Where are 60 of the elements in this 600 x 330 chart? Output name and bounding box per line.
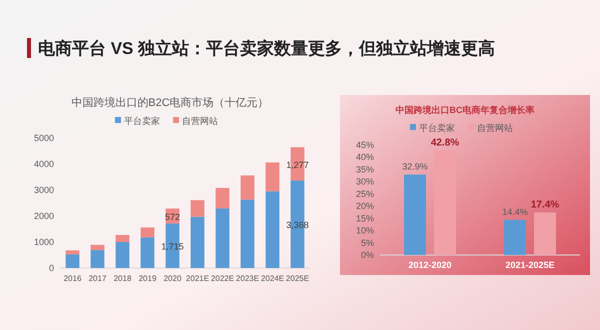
y-tick-label: 15% <box>356 213 374 224</box>
bar <box>66 254 80 268</box>
bar <box>190 216 204 268</box>
x-tick-label: 2016 <box>64 274 82 283</box>
y-tick-label: 40% <box>356 152 374 162</box>
y-tick-label: 1000 <box>34 237 54 247</box>
bar <box>90 244 104 250</box>
bar <box>240 175 254 200</box>
bar <box>266 162 280 192</box>
data-label: 572 <box>164 212 180 222</box>
x-tick-label: 2024E <box>260 274 284 283</box>
bar <box>266 191 280 268</box>
y-tick-label: 4000 <box>34 159 54 169</box>
legend-label: 平台卖家 <box>419 123 455 133</box>
y-tick-label: 45% <box>356 140 374 150</box>
y-tick-label: 0 <box>48 263 54 273</box>
legend-label: 平台卖家 <box>124 116 160 126</box>
bar <box>116 234 130 242</box>
x-tick-label: 2022E <box>210 274 234 283</box>
x-tick-label: 2018 <box>114 274 132 283</box>
y-tick-label: 5000 <box>34 133 54 143</box>
legend-label: 自营网站 <box>477 123 513 133</box>
x-tick-label: 2012-2020 <box>408 260 452 270</box>
bar <box>216 208 230 268</box>
y-tick-label: 35% <box>356 164 374 174</box>
x-tick-label: 2019 <box>138 274 157 283</box>
bar <box>90 250 104 268</box>
data-label: 32.9% <box>402 162 428 172</box>
bar <box>216 188 230 208</box>
y-tick-label: 10% <box>356 226 374 236</box>
y-tick-label: 0% <box>360 250 374 260</box>
x-tick-label: 2021E <box>186 274 210 283</box>
chart-title: 中国跨境出口的B2C电商市场（十亿元） <box>71 96 269 109</box>
bar <box>404 174 426 255</box>
bar <box>140 227 154 238</box>
bar <box>434 150 456 255</box>
bar <box>504 220 526 255</box>
bar <box>116 242 130 268</box>
y-tick-label: 25% <box>356 188 374 199</box>
bar <box>190 200 204 217</box>
data-label: 42.8% <box>430 137 460 148</box>
y-tick-label: 30% <box>356 176 374 187</box>
x-tick-label: 2020 <box>164 274 182 283</box>
bar <box>534 212 556 255</box>
bar <box>240 200 254 268</box>
data-label: 14.4% <box>502 206 528 217</box>
x-tick-label: 2021-2025E <box>505 260 555 270</box>
data-label: 17.4% <box>530 199 560 210</box>
y-tick-label: 20% <box>356 201 374 212</box>
chart-title: 中国跨境出口BC电商年复合增长率 <box>396 105 534 115</box>
x-tick-label: 2017 <box>88 274 107 283</box>
bar <box>140 237 154 268</box>
bar <box>66 250 80 254</box>
y-tick-label: 5% <box>360 238 374 248</box>
text: 电商平台 VS 独立站：平台卖家数量更多，但独立站增速更高 <box>38 39 496 58</box>
y-tick-label: 2000 <box>34 211 54 221</box>
legend-label: 自营网站 <box>182 116 218 126</box>
y-tick-label: 3000 <box>34 185 54 195</box>
x-tick-label: 2025E <box>286 274 310 283</box>
x-tick-label: 2023E <box>236 274 260 283</box>
